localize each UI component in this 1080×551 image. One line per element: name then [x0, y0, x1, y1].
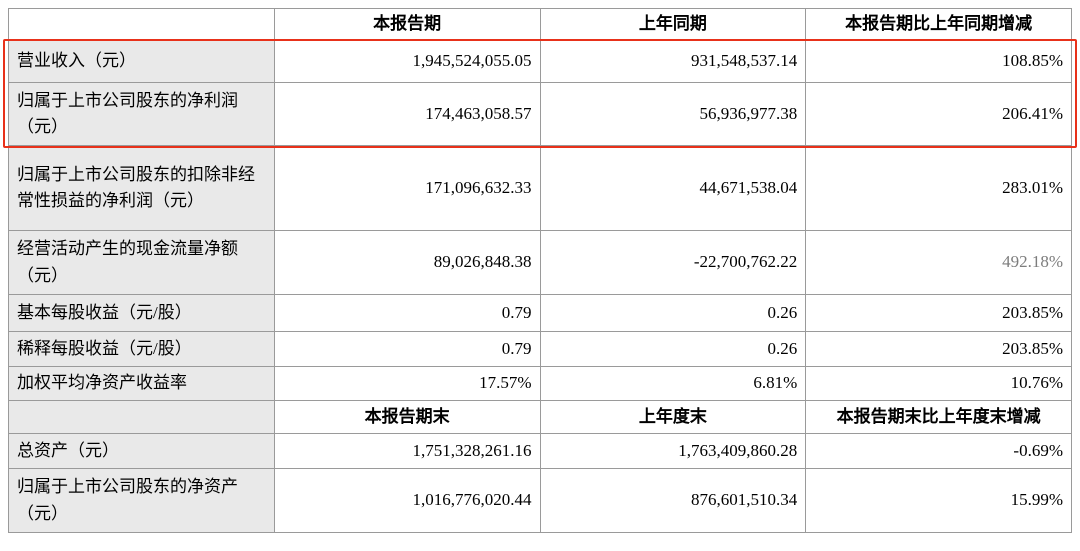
- value-current: 174,463,058.57: [273, 82, 541, 146]
- col-header-current-period: 本报告期: [273, 8, 541, 41]
- value-current: 1,016,776,020.44: [273, 468, 541, 533]
- value-change: 15.99%: [805, 468, 1072, 533]
- value-change: 10.76%: [805, 366, 1072, 401]
- table-row-total-assets: 总资产（元） 1,751,328,261.16 1,763,409,860.28…: [8, 433, 1072, 469]
- header-blank-cell: [8, 400, 275, 434]
- value-current: 171,096,632.33: [273, 145, 541, 231]
- row-label: 归属于上市公司股东的扣除非经常性损益的净利润（元）: [8, 145, 275, 231]
- value-change: -0.69%: [805, 433, 1072, 469]
- row-label: 归属于上市公司股东的净资产（元）: [8, 468, 275, 533]
- value-prior: 0.26: [539, 331, 807, 367]
- value-change: 203.85%: [805, 294, 1072, 332]
- table-row-net-profit-excl-nonrecurring: 归属于上市公司股东的扣除非经常性损益的净利润（元） 171,096,632.33…: [8, 145, 1072, 231]
- value-current: 1,945,524,055.05: [273, 40, 541, 83]
- value-prior: 931,548,537.14: [539, 40, 807, 83]
- row-label: 稀释每股收益（元/股）: [8, 331, 275, 367]
- value-prior: 44,671,538.04: [539, 145, 807, 231]
- value-prior: 6.81%: [539, 366, 807, 401]
- financial-summary-table-wrapper: 本报告期 上年同期 本报告期比上年同期增减 营业收入（元） 1,945,524,…: [3, 8, 1077, 533]
- table-row-operating-cash-flow: 经营活动产生的现金流量净额（元） 89,026,848.38 -22,700,7…: [8, 230, 1072, 295]
- value-change: 206.41%: [805, 82, 1072, 146]
- table-row-diluted-eps: 稀释每股收益（元/股） 0.79 0.26 203.85%: [8, 331, 1072, 367]
- value-prior: -22,700,762.22: [539, 230, 807, 295]
- value-current: 0.79: [273, 294, 541, 332]
- value-current: 1,751,328,261.16: [273, 433, 541, 469]
- row-label: 营业收入（元）: [8, 40, 275, 83]
- value-current: 17.57%: [273, 366, 541, 401]
- row-label: 总资产（元）: [8, 433, 275, 469]
- table-row-net-assets: 归属于上市公司股东的净资产（元） 1,016,776,020.44 876,60…: [8, 468, 1072, 533]
- value-change: 203.85%: [805, 331, 1072, 367]
- row-label: 基本每股收益（元/股）: [8, 294, 275, 332]
- header-blank-cell: [8, 8, 275, 41]
- financial-summary-table: 本报告期 上年同期 本报告期比上年同期增减 营业收入（元） 1,945,524,…: [8, 8, 1072, 533]
- value-prior: 0.26: [539, 294, 807, 332]
- row-label: 归属于上市公司股东的净利润（元）: [8, 82, 275, 146]
- col-header-period-end: 本报告期末: [273, 400, 541, 434]
- value-prior: 1,763,409,860.28: [539, 433, 807, 469]
- col-header-change-period-end: 本报告期末比上年度末增减: [805, 400, 1072, 434]
- table-row-net-profit: 归属于上市公司股东的净利润（元） 174,463,058.57 56,936,9…: [8, 82, 1072, 146]
- table-row-basic-eps: 基本每股收益（元/股） 0.79 0.26 203.85%: [8, 294, 1072, 332]
- value-current: 89,026,848.38: [273, 230, 541, 295]
- col-header-prior-year-end: 上年度末: [539, 400, 807, 434]
- value-prior: 876,601,510.34: [539, 468, 807, 533]
- col-header-prior-period: 上年同期: [539, 8, 807, 41]
- header-row-period: 本报告期 上年同期 本报告期比上年同期增减: [8, 8, 1072, 41]
- value-prior: 56,936,977.38: [539, 82, 807, 146]
- table-row-weighted-avg-roe: 加权平均净资产收益率 17.57% 6.81% 10.76%: [8, 366, 1072, 401]
- value-change: 108.85%: [805, 40, 1072, 83]
- row-label: 经营活动产生的现金流量净额（元）: [8, 230, 275, 295]
- col-header-change-period: 本报告期比上年同期增减: [805, 8, 1072, 41]
- value-change: 283.01%: [805, 145, 1072, 231]
- row-label: 加权平均净资产收益率: [8, 366, 275, 401]
- table-row-revenue: 营业收入（元） 1,945,524,055.05 931,548,537.14 …: [8, 40, 1072, 83]
- value-change: 492.18%: [805, 230, 1072, 295]
- value-current: 0.79: [273, 331, 541, 367]
- header-row-period-end: 本报告期末 上年度末 本报告期末比上年度末增减: [8, 400, 1072, 434]
